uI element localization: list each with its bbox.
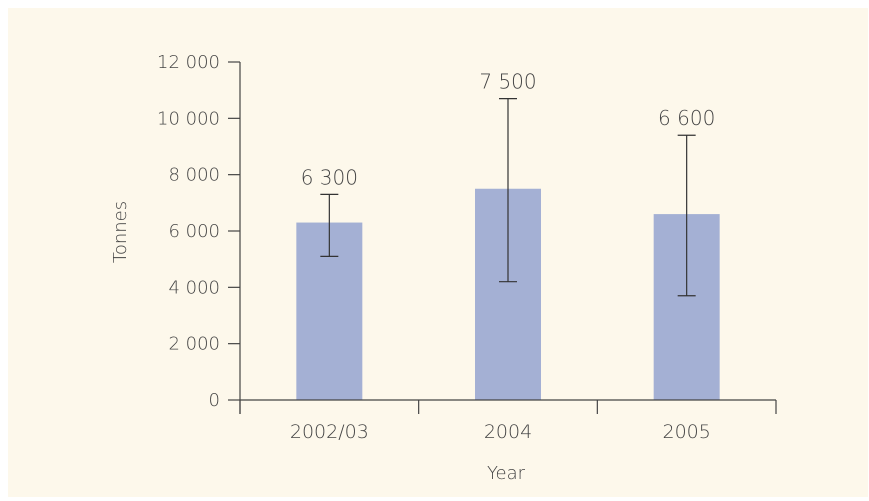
labels-layer: 6 300 2002/03 7 500 2004 6 600 2005 0 2 000 4 00… (157, 52, 715, 443)
y-tick-label-6: 12 000 (157, 52, 220, 73)
x-axis-title: Year (487, 463, 526, 484)
value-label-2: 6 600 (658, 106, 715, 130)
y-tick-label-5: 10 000 (157, 108, 220, 129)
x-tick-label-2: 2005 (662, 421, 710, 443)
value-label-1: 7 500 (479, 70, 536, 94)
y-tick-label-0: 0 (209, 390, 220, 411)
chart-background (8, 8, 868, 497)
y-tick-label-3: 6 000 (168, 221, 220, 242)
y-axis-title: Tonnes (110, 201, 131, 263)
error-bars-layer (320, 98, 696, 297)
y-tick-label-1: 2 000 (168, 334, 220, 355)
axes-layer (228, 61, 777, 414)
error-bar-2 (677, 134, 696, 297)
y-tick-label-4: 8 000 (168, 165, 220, 186)
value-label-0: 6 300 (301, 165, 358, 189)
error-bar-0 (320, 193, 339, 257)
bar-chart: 6 300 2002/03 7 500 2004 6 600 2005 0 2 000 4 00… (8, 8, 868, 497)
x-tick-label-0: 2002/03 (290, 421, 369, 443)
x-tick-label-1: 2004 (484, 421, 532, 443)
chart-panel: 6 300 2002/03 7 500 2004 6 600 2005 0 2 000 4 00… (8, 8, 868, 497)
error-bar-1 (499, 98, 517, 283)
y-tick-label-2: 4 000 (168, 277, 220, 298)
